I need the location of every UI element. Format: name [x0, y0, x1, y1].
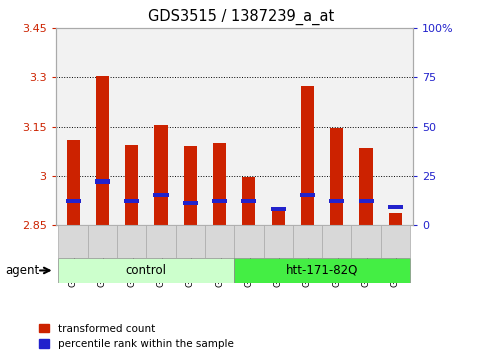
Bar: [301, 86, 314, 225]
Bar: [96, 76, 109, 225]
FancyBboxPatch shape: [322, 225, 352, 258]
Bar: [184, 146, 197, 225]
Bar: [300, 193, 315, 198]
Bar: [270, 207, 286, 211]
Text: control: control: [126, 264, 167, 277]
Text: agent: agent: [5, 264, 39, 277]
Bar: [329, 199, 344, 204]
FancyBboxPatch shape: [176, 225, 205, 258]
Bar: [388, 205, 403, 209]
Bar: [358, 199, 374, 204]
FancyBboxPatch shape: [293, 225, 322, 258]
FancyBboxPatch shape: [58, 225, 88, 258]
Bar: [155, 125, 168, 225]
FancyBboxPatch shape: [381, 225, 410, 258]
FancyBboxPatch shape: [264, 225, 293, 258]
Legend: transformed count, percentile rank within the sample: transformed count, percentile rank withi…: [39, 324, 234, 349]
FancyBboxPatch shape: [88, 225, 117, 258]
FancyBboxPatch shape: [234, 225, 264, 258]
Text: htt-171-82Q: htt-171-82Q: [286, 264, 358, 277]
FancyBboxPatch shape: [205, 225, 234, 258]
Bar: [66, 199, 81, 204]
Bar: [154, 193, 169, 198]
Bar: [124, 199, 139, 204]
Bar: [183, 201, 198, 205]
FancyBboxPatch shape: [146, 225, 176, 258]
FancyBboxPatch shape: [58, 258, 234, 283]
Bar: [212, 199, 227, 204]
Bar: [271, 210, 285, 225]
Bar: [389, 213, 402, 225]
FancyBboxPatch shape: [352, 225, 381, 258]
Bar: [242, 177, 256, 225]
Bar: [67, 140, 80, 225]
Bar: [359, 148, 373, 225]
FancyBboxPatch shape: [234, 258, 410, 283]
Bar: [95, 179, 110, 184]
FancyBboxPatch shape: [117, 225, 146, 258]
Text: GDS3515 / 1387239_a_at: GDS3515 / 1387239_a_at: [148, 9, 335, 25]
Bar: [125, 144, 138, 225]
Bar: [242, 199, 256, 204]
Bar: [213, 143, 226, 225]
Bar: [330, 128, 343, 225]
